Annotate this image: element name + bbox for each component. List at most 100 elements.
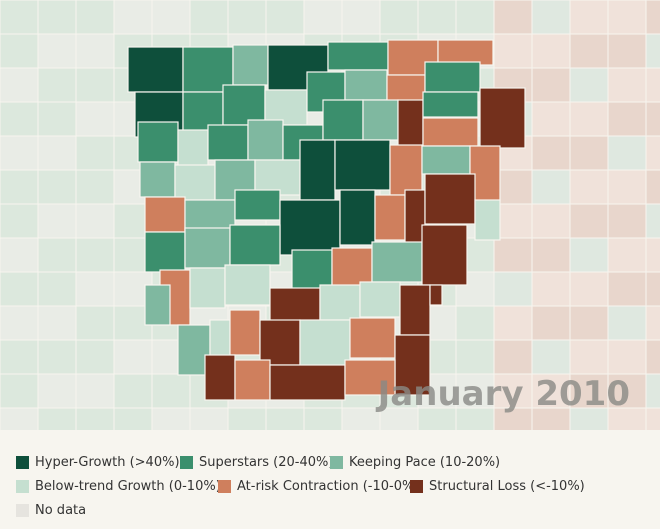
county <box>279 199 341 256</box>
county <box>569 271 609 307</box>
county <box>75 271 115 307</box>
county <box>645 203 660 239</box>
county <box>531 101 571 137</box>
county <box>607 135 647 171</box>
county <box>0 101 39 137</box>
county <box>0 271 39 307</box>
county <box>0 0 39 35</box>
county <box>607 33 647 69</box>
county <box>75 339 115 375</box>
county <box>75 407 115 430</box>
county <box>234 359 271 401</box>
legend-label: Below-trend Growth (0-10%) <box>35 479 221 494</box>
county <box>37 373 77 409</box>
county <box>607 339 647 375</box>
county <box>232 44 269 86</box>
date-label: January 2010 <box>376 374 630 414</box>
county <box>37 0 77 35</box>
legend-label: Superstars (20-40%) <box>199 455 334 470</box>
county <box>569 305 609 341</box>
county <box>607 305 647 341</box>
county <box>177 129 209 171</box>
county <box>569 135 609 171</box>
county <box>0 203 39 239</box>
legend-swatch <box>16 480 29 493</box>
county <box>607 237 647 273</box>
county <box>569 101 609 137</box>
county <box>37 339 77 375</box>
county <box>344 69 388 101</box>
county <box>334 139 391 191</box>
county <box>493 339 533 375</box>
county <box>0 135 39 171</box>
county <box>422 117 479 147</box>
county <box>531 33 571 69</box>
county <box>341 407 381 430</box>
county <box>189 407 229 430</box>
county <box>417 0 457 35</box>
county <box>645 373 660 409</box>
county <box>322 99 364 141</box>
county <box>37 305 77 341</box>
county <box>174 164 216 201</box>
county <box>189 0 229 35</box>
county <box>227 0 267 35</box>
county <box>362 99 399 141</box>
county <box>224 264 271 306</box>
county <box>339 189 376 246</box>
legend-swatch <box>410 480 423 493</box>
legend-label: Keeping Pace (10-20%) <box>349 455 501 470</box>
county <box>645 101 660 137</box>
county <box>151 0 191 35</box>
county <box>0 339 39 375</box>
legend-swatch <box>218 480 231 493</box>
county <box>144 284 171 326</box>
county <box>493 0 533 35</box>
county <box>359 281 401 318</box>
county <box>645 33 660 69</box>
county <box>645 135 660 171</box>
county <box>397 99 424 151</box>
county <box>493 305 533 341</box>
county <box>569 169 609 205</box>
county <box>531 305 571 341</box>
county <box>247 119 284 161</box>
county <box>319 284 361 321</box>
county <box>37 271 77 307</box>
legend-entry: Below-trend Growth (0-10%) <box>16 479 221 494</box>
county <box>394 334 431 396</box>
county <box>645 407 660 430</box>
county <box>379 0 419 35</box>
county <box>0 33 39 69</box>
county <box>424 173 476 225</box>
county <box>569 67 609 103</box>
county <box>151 407 191 430</box>
county <box>569 237 609 273</box>
county <box>254 159 301 196</box>
legend-entry: No data <box>16 503 86 518</box>
county <box>531 67 571 103</box>
legend-swatch <box>16 504 29 517</box>
county <box>429 284 443 306</box>
county <box>531 169 571 205</box>
county <box>569 339 609 375</box>
county <box>303 407 343 430</box>
state-counties <box>127 39 526 401</box>
county <box>264 89 308 126</box>
county <box>455 339 495 375</box>
county <box>75 237 115 273</box>
legend-entry: Keeping Pace (10-20%) <box>330 455 500 470</box>
county <box>645 0 660 35</box>
county <box>37 67 77 103</box>
county <box>75 203 115 239</box>
county <box>645 169 660 205</box>
county <box>341 0 381 35</box>
legend-entry: Superstars (20-40%) <box>180 455 333 470</box>
county <box>344 359 396 396</box>
county <box>645 67 660 103</box>
county <box>327 41 389 71</box>
legend-swatch <box>16 456 29 469</box>
county <box>75 101 115 137</box>
county <box>144 231 186 273</box>
county <box>113 339 153 375</box>
